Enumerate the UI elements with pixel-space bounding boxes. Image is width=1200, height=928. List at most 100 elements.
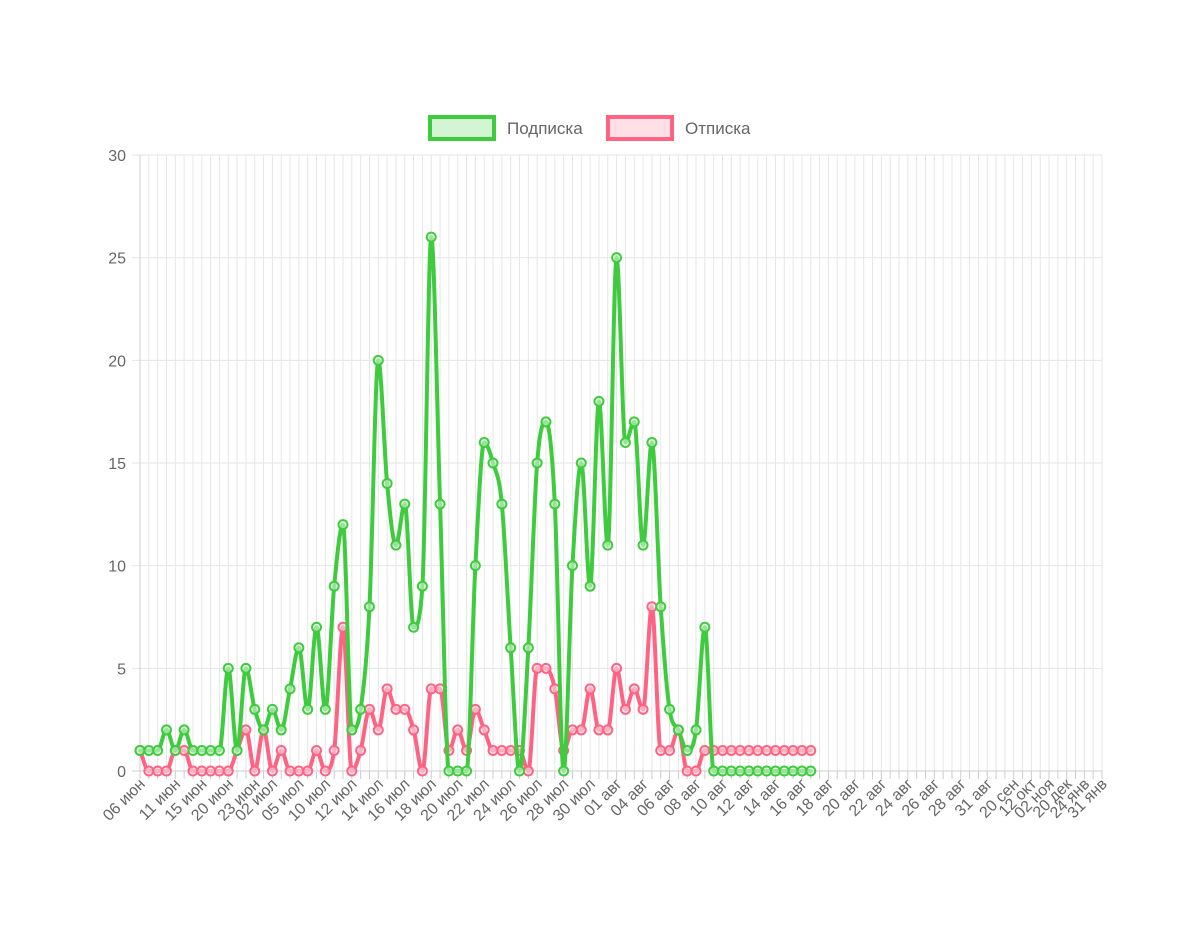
data-point [805, 744, 817, 756]
data-point [319, 765, 331, 777]
data-point [293, 765, 305, 777]
data-point [302, 765, 314, 777]
data-point [311, 621, 323, 633]
data-point [602, 539, 614, 551]
data-point [584, 683, 596, 695]
legend-item[interactable]: Подписка [428, 115, 583, 141]
data-point [328, 744, 340, 756]
data-point [169, 744, 181, 756]
data-point [787, 765, 799, 777]
data-point [302, 703, 314, 715]
data-point [628, 683, 640, 695]
data-point [637, 539, 649, 551]
data-point [743, 765, 755, 777]
data-point [690, 724, 702, 736]
legend-label: Отписка [685, 119, 751, 138]
data-point [355, 744, 367, 756]
data-point [381, 683, 393, 695]
data-point [249, 703, 261, 715]
data-point [408, 621, 420, 633]
legend-swatch [428, 115, 496, 141]
data-point [231, 744, 243, 756]
y-tick-label: 30 [108, 148, 126, 165]
data-point [187, 744, 199, 756]
data-point [478, 436, 490, 448]
data-point [213, 744, 225, 756]
data-point [566, 560, 578, 572]
data-point [160, 765, 172, 777]
data-point [205, 744, 217, 756]
data-point [425, 231, 437, 243]
data-point [752, 765, 764, 777]
data-point [363, 601, 375, 613]
data-point [266, 703, 278, 715]
data-point [611, 662, 623, 674]
data-point [575, 457, 587, 469]
legend-swatch [606, 115, 674, 141]
legend-item[interactable]: Отписка [606, 115, 751, 141]
data-point [725, 744, 737, 756]
data-point [452, 765, 464, 777]
data-point [787, 744, 799, 756]
data-point [319, 703, 331, 715]
data-point [540, 662, 552, 674]
data-point [196, 765, 208, 777]
data-point [425, 683, 437, 695]
data-point [363, 703, 375, 715]
data-point [646, 436, 658, 448]
data-point [699, 621, 711, 633]
data-point [284, 765, 296, 777]
data-point [311, 744, 323, 756]
data-point [408, 724, 420, 736]
data-point [416, 580, 428, 592]
data-point [355, 703, 367, 715]
data-point [778, 744, 790, 756]
data-point [566, 724, 578, 736]
data-point [708, 765, 720, 777]
data-point [390, 539, 402, 551]
data-point [505, 744, 517, 756]
data-point [593, 724, 605, 736]
data-point [266, 765, 278, 777]
data-point [505, 642, 517, 654]
data-point [496, 498, 508, 510]
data-point [628, 416, 640, 428]
data-point [531, 457, 543, 469]
data-point [769, 744, 781, 756]
data-point [752, 744, 764, 756]
data-point [293, 642, 305, 654]
data-point [372, 354, 384, 366]
data-point [655, 601, 667, 613]
series-subscribe [134, 231, 817, 777]
data-point [619, 436, 631, 448]
data-point [681, 765, 693, 777]
data-point [584, 580, 596, 592]
data-point [522, 765, 534, 777]
data-point [540, 416, 552, 428]
data-point [743, 744, 755, 756]
data-point [796, 744, 808, 756]
data-point [143, 744, 155, 756]
y-tick-label: 5 [117, 661, 126, 678]
data-point [805, 765, 817, 777]
data-point [778, 765, 790, 777]
data-point [249, 765, 261, 777]
data-point [531, 662, 543, 674]
data-point [672, 724, 684, 736]
data-point [761, 744, 773, 756]
data-point [275, 724, 287, 736]
data-point [213, 765, 225, 777]
data-point [681, 744, 693, 756]
data-point [637, 703, 649, 715]
data-point [796, 765, 808, 777]
data-point [399, 703, 411, 715]
data-point [443, 765, 455, 777]
data-point [416, 765, 428, 777]
data-point [134, 744, 146, 756]
data-point [575, 724, 587, 736]
data-point [452, 724, 464, 736]
data-point [222, 765, 234, 777]
y-tick-label: 10 [108, 559, 126, 576]
data-point [205, 765, 217, 777]
data-point [496, 744, 508, 756]
